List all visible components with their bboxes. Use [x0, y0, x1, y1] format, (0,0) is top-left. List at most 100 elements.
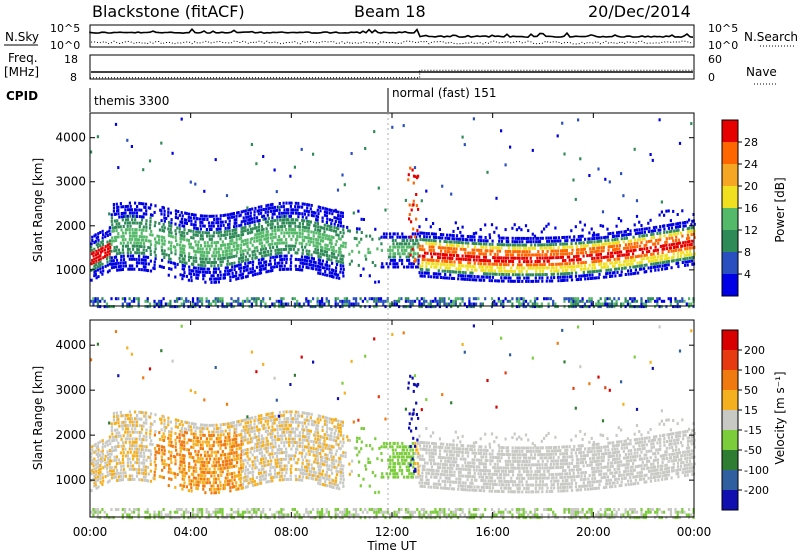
power-cell — [527, 240, 530, 244]
velocity-cell — [122, 441, 125, 445]
velocity-cell — [96, 455, 100, 459]
velocity-cell — [221, 516, 224, 520]
velocity-cell — [131, 437, 134, 441]
power-cell — [609, 245, 612, 249]
velocity-cell — [205, 516, 208, 520]
power-cell — [242, 216, 245, 220]
power-cell — [117, 261, 120, 265]
power-cell — [365, 234, 368, 238]
power-cell — [97, 242, 100, 246]
velocity-cell — [210, 474, 213, 478]
velocity-cell — [247, 427, 250, 431]
power-cell — [480, 268, 483, 272]
power-cell — [325, 263, 328, 267]
velocity-cell — [204, 440, 207, 444]
power-cell — [593, 256, 596, 260]
power-cell — [194, 253, 197, 257]
velocity-cell — [240, 432, 243, 436]
power-cell — [137, 299, 140, 303]
velocity-cell — [249, 471, 252, 474]
power-cell — [578, 241, 581, 245]
power-cell — [147, 262, 150, 266]
velocity-cell — [232, 421, 235, 424]
power-cell — [318, 302, 321, 306]
power-cell — [122, 254, 125, 258]
power-cell — [485, 265, 488, 269]
power-cell — [194, 233, 198, 237]
power-cell — [577, 235, 580, 238]
velocity-cell — [121, 427, 124, 431]
power-cell — [493, 262, 496, 266]
power-cell — [323, 302, 326, 306]
power-cell — [539, 236, 542, 240]
velocity-cell — [182, 478, 186, 481]
power-cell — [128, 221, 131, 225]
velocity-cell — [179, 449, 182, 453]
power-cell — [452, 247, 456, 251]
power-cell — [115, 245, 118, 249]
power-cell — [459, 302, 462, 306]
power-cell — [472, 258, 476, 262]
power-cell — [326, 224, 329, 228]
power-cell — [486, 265, 489, 269]
power-cell — [95, 259, 98, 263]
power-cell — [593, 237, 596, 240]
power-cell — [427, 261, 430, 265]
velocity-cell — [137, 513, 140, 517]
power-cell — [301, 258, 304, 262]
power-cell — [505, 240, 508, 243]
power-cell — [212, 224, 215, 228]
power-cell — [454, 299, 457, 303]
power-cell — [106, 253, 109, 257]
power-cell — [241, 233, 245, 236]
power-cell — [432, 232, 435, 236]
power-cell — [288, 247, 291, 251]
power-cell — [217, 240, 220, 244]
power-cell — [210, 241, 213, 245]
power-cell — [500, 239, 504, 243]
power-cell — [335, 226, 338, 230]
power-cell — [352, 305, 355, 309]
velocity-cell — [115, 475, 118, 479]
velocity-cell — [188, 468, 191, 472]
power-cell — [621, 267, 624, 270]
power-cell — [438, 299, 441, 303]
velocity-cell — [195, 453, 198, 457]
power-cell — [335, 233, 338, 237]
power-cell — [649, 246, 652, 250]
power-cell — [446, 269, 449, 273]
power-cell — [552, 262, 555, 266]
power-cell — [443, 302, 446, 306]
power-cell — [242, 229, 245, 233]
power-cell — [282, 302, 285, 306]
power-cell — [158, 235, 161, 239]
velocity-cell — [176, 473, 179, 476]
power-cell — [138, 208, 141, 212]
power-cell — [174, 222, 177, 226]
velocity-cell — [217, 474, 220, 478]
power-cell — [586, 273, 589, 277]
power-cell — [201, 302, 204, 306]
power-cell — [409, 299, 412, 303]
power-cell — [306, 206, 309, 210]
power-cell — [392, 262, 395, 266]
power-cell — [476, 248, 479, 252]
velocity-cell — [140, 417, 143, 421]
power-cell — [446, 246, 449, 250]
power-cell — [235, 231, 238, 235]
velocity-cell — [124, 474, 127, 478]
power-cell — [138, 228, 141, 232]
velocity-cell — [230, 472, 234, 476]
power-cell — [572, 258, 575, 262]
velocity-cell — [169, 420, 172, 424]
power-cell — [285, 228, 288, 231]
power-cell — [131, 221, 134, 225]
power-cell — [438, 302, 441, 306]
velocity-cell — [135, 471, 139, 475]
power-cell — [288, 228, 291, 231]
power-cell — [457, 257, 460, 261]
power-cell — [484, 223, 487, 227]
power-cell — [337, 253, 340, 257]
power-cell — [312, 237, 315, 241]
power-cell — [488, 262, 491, 266]
